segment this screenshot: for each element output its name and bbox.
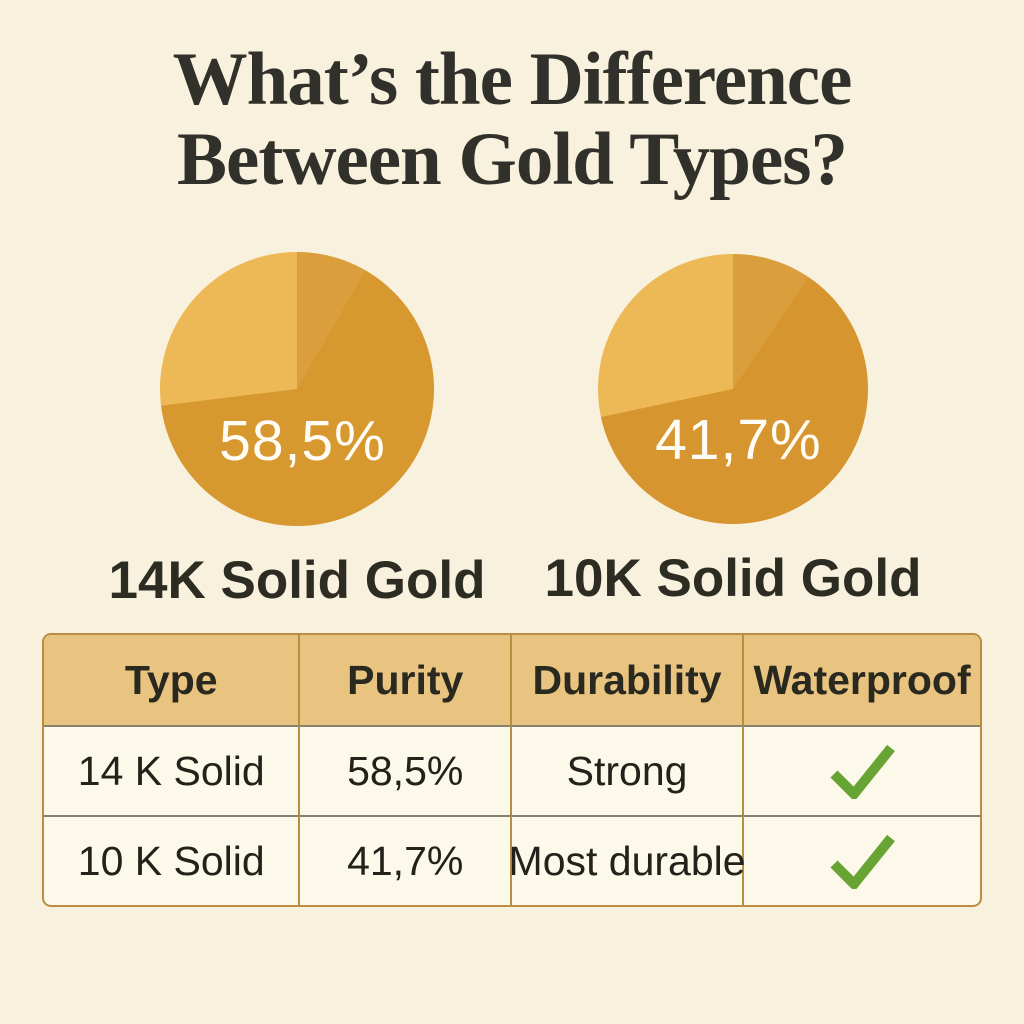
- table-cell-10k-durability: Most durable: [509, 815, 746, 905]
- table-header-durability: Durability: [511, 635, 745, 725]
- table-cell-14k-durability: Strong: [511, 725, 745, 815]
- table-cell-14k-waterproof: [744, 725, 980, 815]
- pie-caption-10k: 10K Solid Gold: [544, 549, 922, 608]
- table-cell-10k-type: 10 K Solid: [44, 815, 301, 905]
- pie-value-label-10k: 41,7%: [655, 408, 822, 473]
- table-cell-10k-purity: 41,7%: [300, 815, 512, 905]
- page-title: What’s the Difference Between Gold Types…: [0, 38, 1024, 202]
- title-line-2: Between Gold Types?: [177, 118, 848, 202]
- table-cell-14k-purity: 58,5%: [300, 725, 512, 815]
- title-line-1: What’s the Difference: [172, 38, 853, 121]
- table-header-type: Type: [44, 635, 301, 725]
- table-header-purity: Purity: [300, 635, 512, 725]
- checkmark-icon: [830, 744, 895, 799]
- comparison-table: Type Purity Durability Waterproof 14 K S…: [42, 633, 982, 907]
- table-header-waterproof: Waterproof: [744, 635, 980, 725]
- pie-chart-14k-section: 58,5% 14K Solid Gold: [70, 252, 524, 611]
- pie-caption-14k: 14K Solid Gold: [108, 551, 486, 610]
- pie-chart-10k: 41,7%: [598, 254, 868, 524]
- pie-chart-14k: 58,5%: [160, 252, 434, 526]
- table-cell-14k-type: 14 K Solid: [44, 725, 301, 815]
- pie-chart-10k-section: 41,7% 10K Solid Gold: [518, 254, 948, 609]
- pie-value-label-14k: 58,5%: [219, 409, 386, 474]
- checkmark-icon: [830, 834, 895, 889]
- table-cell-10k-waterproof: [744, 815, 980, 905]
